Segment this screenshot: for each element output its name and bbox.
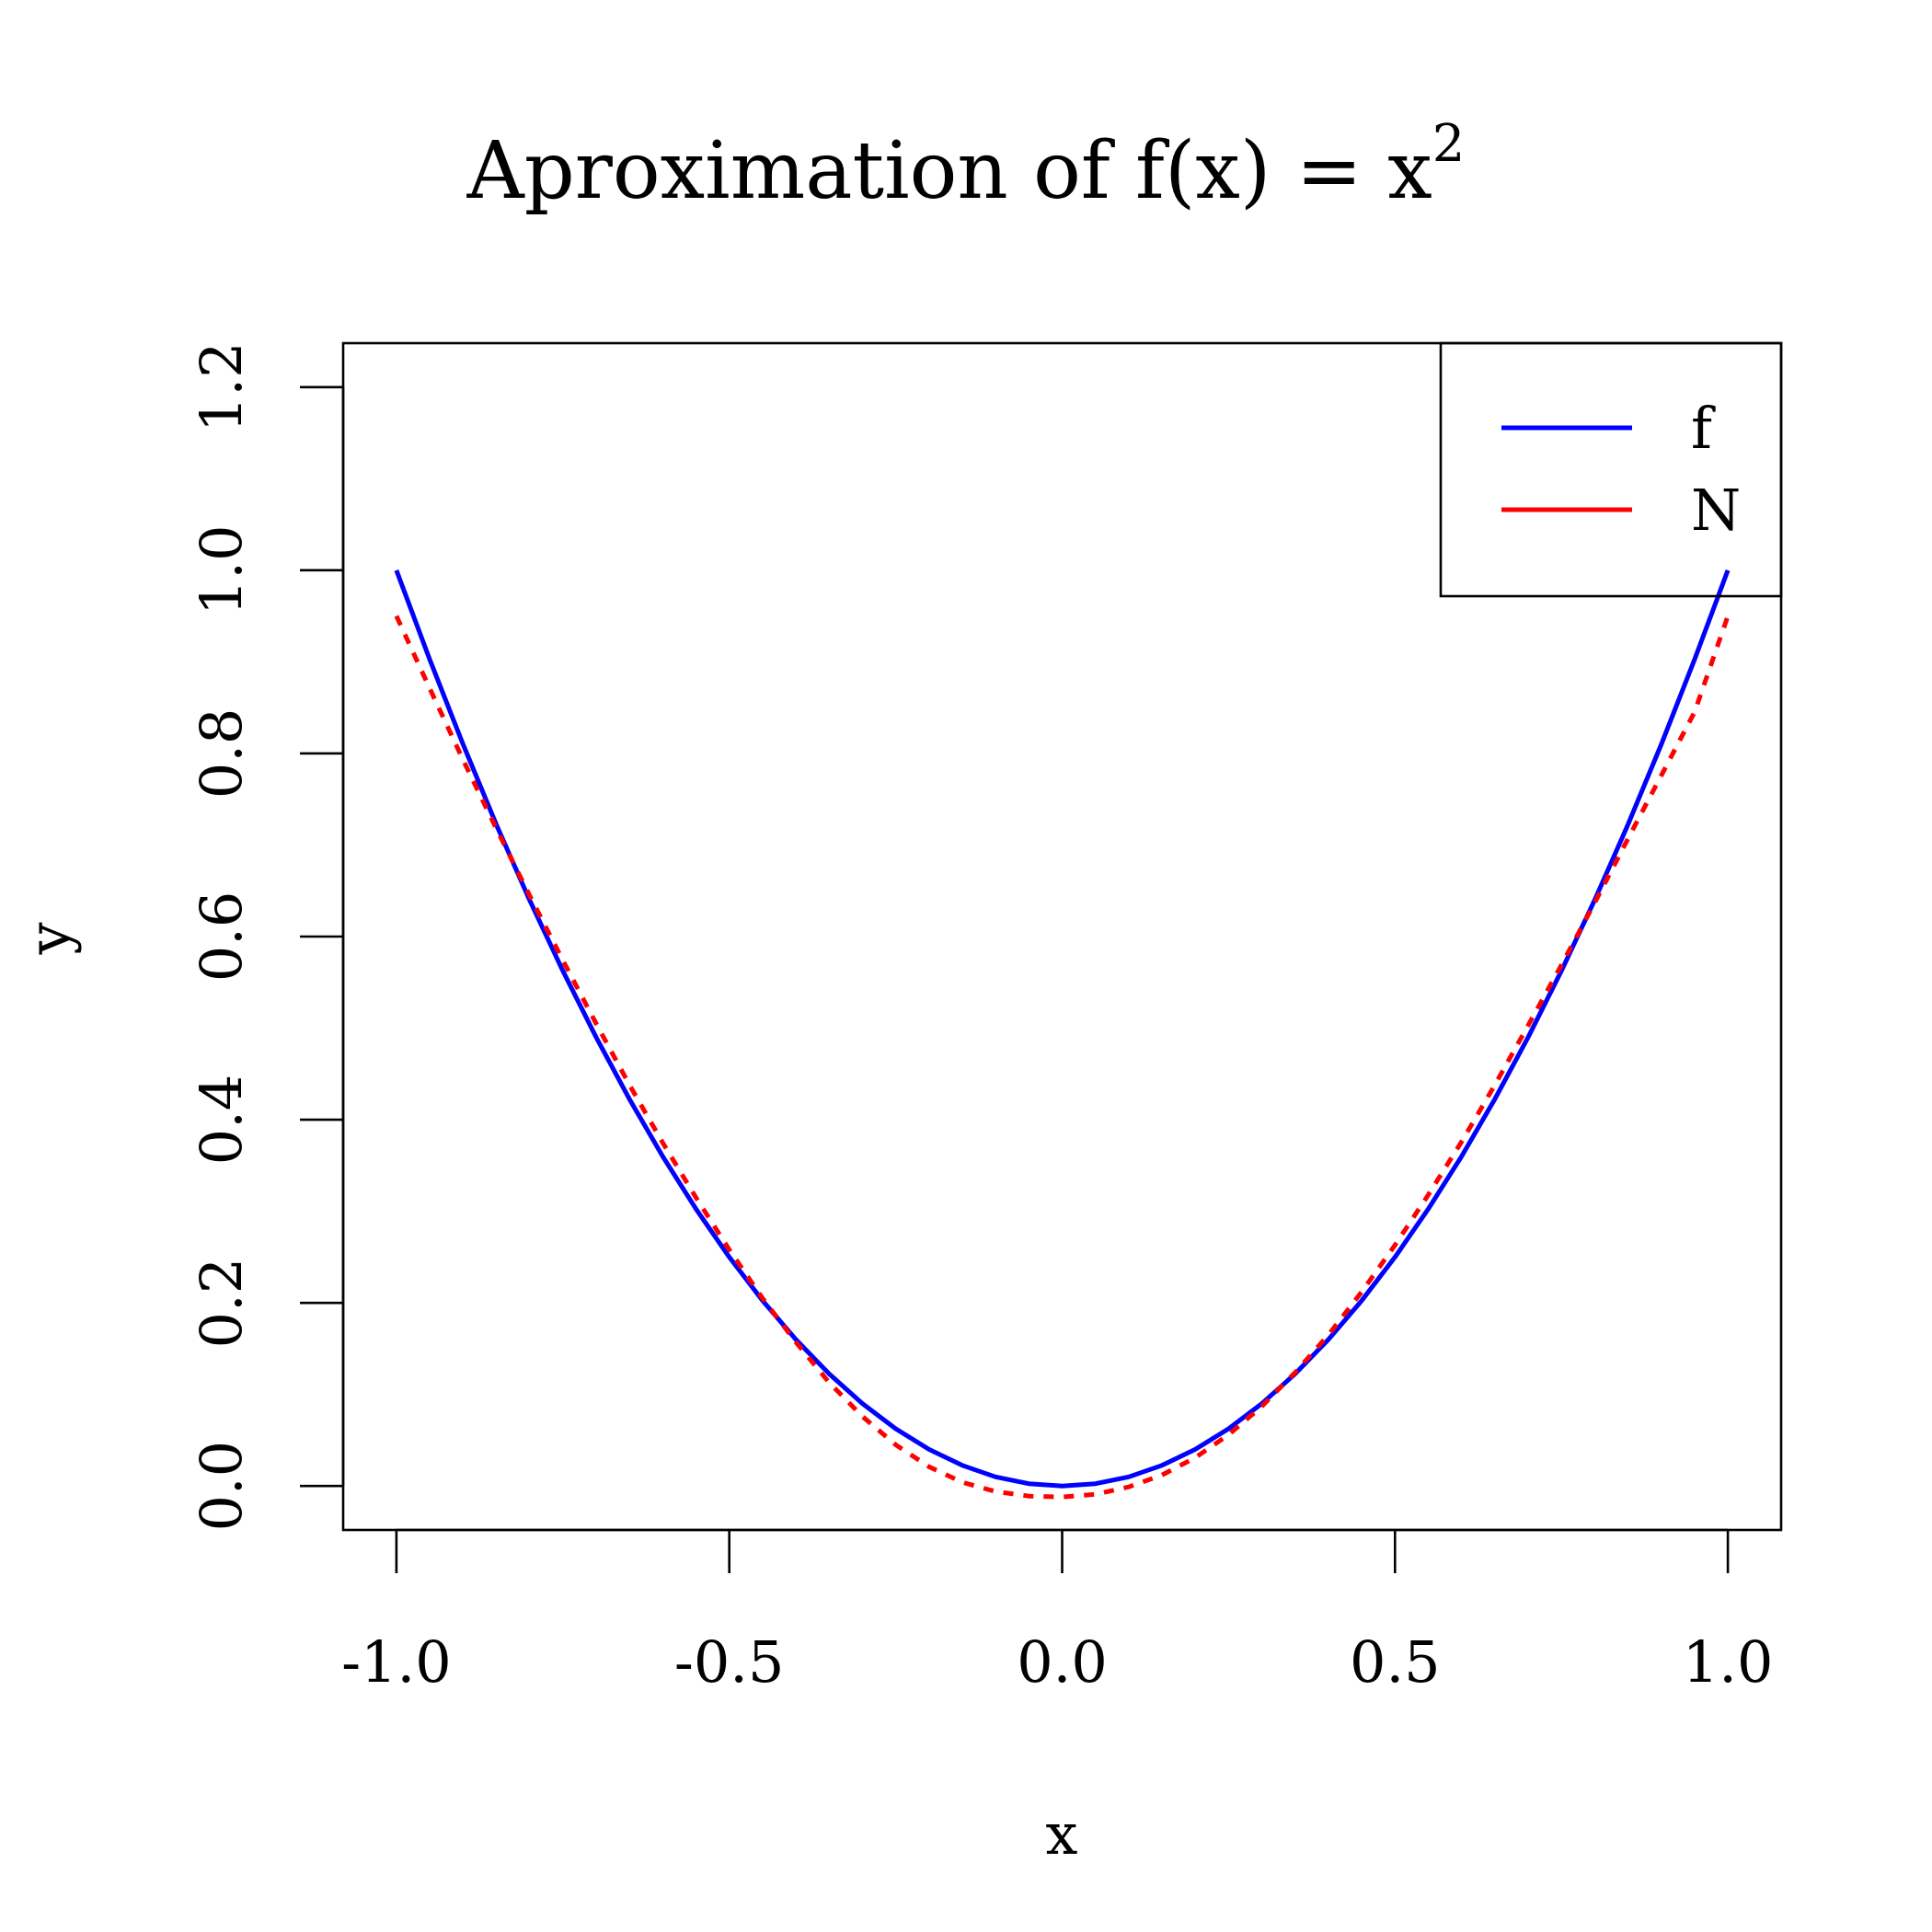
chart-title-superscript: 2 — [1432, 114, 1466, 174]
y-tick-label: 0.4 — [188, 1075, 255, 1166]
x-tick-label: 0.0 — [1017, 1628, 1108, 1696]
x-axis: -1.0 -0.5 0.0 0.5 1.0 — [341, 1528, 1774, 1696]
legend-frame — [1439, 341, 1783, 598]
legend-label-n: N — [1691, 477, 1741, 544]
y-axis-label: y — [16, 922, 83, 955]
chart-title-main: Aproximation of f(x) = x — [466, 125, 1432, 217]
y-tick-label: 1.2 — [188, 341, 255, 432]
legend-items: fN — [1501, 395, 1741, 544]
y-tick-label: 0.0 — [188, 1441, 255, 1532]
series-layer — [394, 569, 1731, 1500]
x-tick-label: -1.0 — [341, 1628, 452, 1696]
x-tick-label: 0.5 — [1350, 1628, 1441, 1696]
legend: fN — [1439, 341, 1783, 598]
y-tick-label: 0.8 — [188, 708, 255, 799]
legend-label-f: f — [1691, 395, 1716, 462]
x-tick-label: -0.5 — [674, 1628, 785, 1696]
y-tick-label: 0.6 — [188, 891, 255, 983]
x-axis-label: x — [1046, 1800, 1078, 1868]
plot-frame — [341, 341, 1783, 1532]
y-axis: 0.0 0.2 0.4 0.6 0.8 1.0 1.2 — [188, 341, 345, 1532]
series-line-f — [394, 569, 1731, 1489]
series-line-n — [394, 615, 1731, 1500]
chart-title: Aproximation of f(x) = x2 — [466, 114, 1466, 217]
y-tick-label: 1.0 — [188, 525, 255, 616]
x-tick-label: 1.0 — [1683, 1628, 1774, 1696]
y-tick-label: 0.2 — [188, 1258, 255, 1349]
